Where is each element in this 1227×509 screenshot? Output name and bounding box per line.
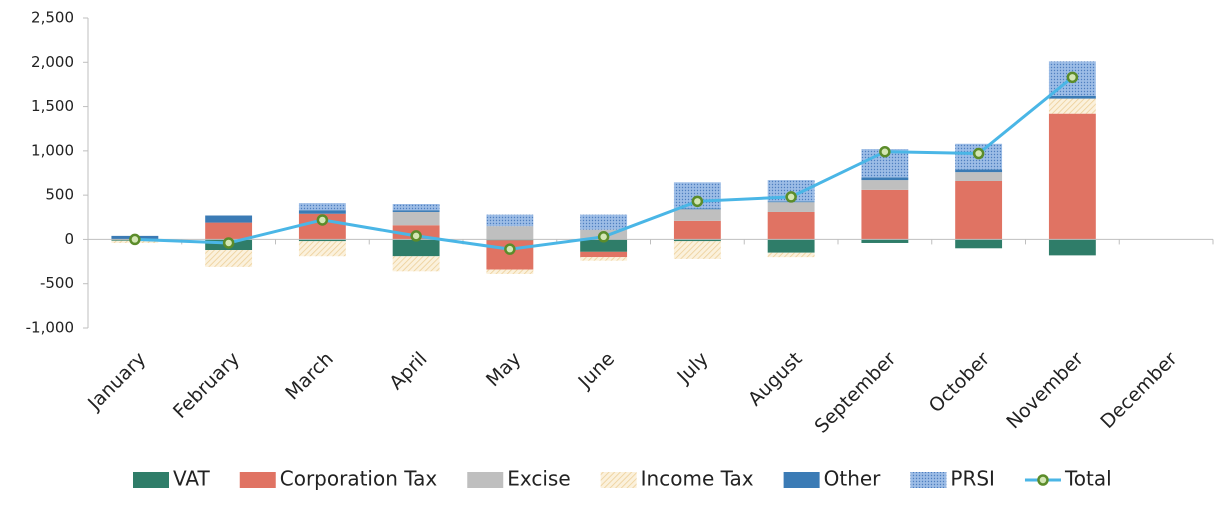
total-marker xyxy=(504,243,516,255)
bar-segment xyxy=(205,250,253,267)
legend-item: Total xyxy=(1024,467,1112,491)
bar-segment xyxy=(767,239,815,253)
x-tick-label: February xyxy=(169,348,244,423)
legend-swatch xyxy=(239,472,276,488)
bar-segment xyxy=(767,252,815,258)
total-marker xyxy=(1066,71,1079,84)
total-marker xyxy=(785,191,797,203)
total-marker xyxy=(222,237,235,249)
y-tick-label: 2,000 xyxy=(31,53,74,71)
bar-segment xyxy=(673,241,721,259)
x-tick-label: November xyxy=(1002,348,1088,434)
y-tick-label: 1,500 xyxy=(31,97,74,115)
bar-segment xyxy=(580,214,628,230)
x-tick-label: December xyxy=(1096,348,1181,433)
legend-label: Other xyxy=(824,467,882,491)
bar-segment xyxy=(767,211,815,240)
bar-segment xyxy=(298,241,346,257)
legend-item: Income Tax xyxy=(600,467,754,491)
y-tick-label: 1,000 xyxy=(31,141,74,159)
bar-segment xyxy=(580,251,628,258)
bar-segment xyxy=(392,256,440,272)
legend-swatch xyxy=(600,472,637,488)
legend-label: VAT xyxy=(173,467,211,491)
bar-segment xyxy=(673,220,721,240)
bar-segment xyxy=(861,177,909,181)
bar-segment xyxy=(1048,113,1096,240)
y-tick-label: 0 xyxy=(64,230,74,248)
bar-segment xyxy=(861,239,909,243)
x-tick-label: October xyxy=(925,348,994,417)
bar-segment xyxy=(955,169,1003,173)
bar-segment xyxy=(673,209,721,221)
x-tick-label: July xyxy=(672,348,712,388)
bar-segment xyxy=(205,222,253,240)
bar-segment xyxy=(486,214,534,227)
bar-segment xyxy=(205,215,253,223)
bar-segment xyxy=(955,180,1003,240)
bar-segment xyxy=(673,208,721,210)
bar-segment xyxy=(580,239,628,252)
legend-item: VAT xyxy=(133,467,211,491)
legend-item: Corporation Tax xyxy=(239,467,438,491)
legend-item: Excise xyxy=(467,467,571,491)
legend-swatch xyxy=(467,472,504,488)
bar-segment xyxy=(767,202,815,212)
bar-segment xyxy=(486,226,534,240)
total-marker xyxy=(316,214,329,226)
legend-swatch xyxy=(910,472,947,488)
bar-segment xyxy=(298,239,346,242)
y-tick-label: -1,000 xyxy=(26,319,74,337)
legend-swatch xyxy=(1037,474,1049,486)
bar-segment xyxy=(392,204,440,211)
legend-item: PRSI xyxy=(910,467,995,491)
bar-segment xyxy=(392,210,440,212)
legend-label: Corporation Tax xyxy=(280,467,438,491)
bar-segment xyxy=(861,189,909,240)
y-tick-label: -500 xyxy=(40,274,74,292)
bar-segment xyxy=(673,239,721,242)
bar-segment xyxy=(1048,239,1096,256)
legend-item: Other xyxy=(783,467,882,491)
bar-segment xyxy=(580,257,628,261)
bar-segment xyxy=(392,211,440,226)
bar-segment xyxy=(392,239,440,257)
y-tick-label: 2,500 xyxy=(31,9,74,27)
total-marker xyxy=(410,230,422,242)
bar-segment xyxy=(955,239,1003,249)
bar-segment xyxy=(955,172,1003,181)
bar-segment xyxy=(298,210,346,214)
total-marker xyxy=(691,195,704,208)
x-tick-label: January xyxy=(83,348,150,415)
bar-segment xyxy=(1048,98,1096,114)
total-marker xyxy=(879,145,891,158)
total-marker xyxy=(129,233,141,246)
x-tick-label: September xyxy=(810,348,900,438)
x-tick-label: May xyxy=(482,348,525,391)
x-tick-label: April xyxy=(385,348,431,394)
x-tick-label: August xyxy=(744,348,807,411)
bar-segment xyxy=(861,180,909,190)
legend-label: Total xyxy=(1064,467,1112,491)
legend-label: PRSI xyxy=(950,467,995,491)
legend-swatch xyxy=(783,472,820,488)
total-marker xyxy=(972,147,985,160)
legend-swatch xyxy=(133,472,169,488)
x-tick-label: March xyxy=(281,348,338,405)
bar-segment xyxy=(486,269,534,274)
y-tick-label: 500 xyxy=(45,186,74,204)
legend-label: Excise xyxy=(507,467,570,491)
legend-label: Income Tax xyxy=(641,467,754,491)
bar-segment xyxy=(298,203,346,211)
bar-segment xyxy=(1048,95,1096,99)
total-marker xyxy=(597,231,610,243)
x-tick-label: June xyxy=(574,348,620,394)
